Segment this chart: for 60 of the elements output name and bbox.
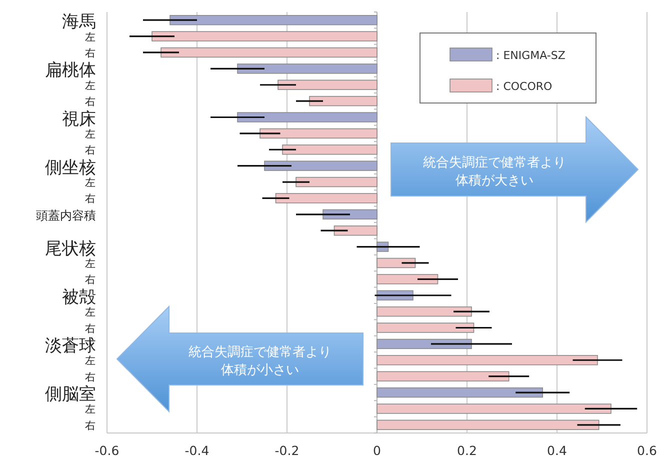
y-tick-label: 側脳室 xyxy=(45,384,96,405)
x-tick-label: -0.6 xyxy=(94,443,120,457)
bar xyxy=(278,80,378,90)
x-tick-label: -0.2 xyxy=(274,443,300,457)
legend-label: : ENIGMA-SZ xyxy=(496,49,566,62)
bar xyxy=(376,322,474,333)
bar xyxy=(376,371,510,382)
bar xyxy=(376,355,598,366)
bar xyxy=(309,96,378,106)
y-tick-label: 右 xyxy=(85,144,96,157)
bar xyxy=(334,226,378,236)
annotation: 統合失調症で健常者より体積が大きい xyxy=(423,156,566,188)
y-tick-label: 海馬 xyxy=(62,12,96,32)
bar xyxy=(376,258,416,268)
y-tick-label: 右 xyxy=(85,47,96,60)
x-tick-label: 0 xyxy=(373,443,382,457)
y-tick-label: 淡蒼球 xyxy=(45,336,96,356)
bar xyxy=(275,193,378,204)
bar xyxy=(376,274,438,284)
y-tick-label: 右 xyxy=(85,322,96,335)
y-tick-label: 左 xyxy=(85,306,96,319)
bar xyxy=(152,31,378,42)
x-tick-label: 0.6 xyxy=(637,443,657,457)
y-tick-label: 左 xyxy=(85,31,96,44)
y-tick-label: 被殻 xyxy=(62,287,96,308)
y-tick-label: 左 xyxy=(85,80,96,92)
y-tick-label: 扁桃体 xyxy=(45,60,96,81)
y-tick-label: 左 xyxy=(85,128,96,140)
y-tick-label: 頭蓋内容積 xyxy=(36,208,96,222)
y-tick-label: 右 xyxy=(85,193,96,206)
bar xyxy=(170,15,378,26)
legend-label: : COCORO xyxy=(496,80,553,93)
bar xyxy=(282,144,378,155)
y-tick-label: 視床 xyxy=(62,109,96,130)
bar xyxy=(376,387,543,398)
bar xyxy=(376,306,472,317)
bar xyxy=(376,338,472,350)
y-tick-label: 左 xyxy=(85,355,96,368)
bar xyxy=(260,128,378,139)
bar xyxy=(237,64,378,74)
annotation: 統合失調症で健常者より体積が小さい xyxy=(188,345,332,378)
bar xyxy=(264,160,378,171)
bar xyxy=(237,112,378,122)
bar xyxy=(376,404,612,414)
bar xyxy=(296,176,378,188)
y-tick-label: 右 xyxy=(85,96,96,108)
y-tick-label: 左 xyxy=(85,404,96,416)
y-tick-label: 右 xyxy=(85,371,96,384)
bar xyxy=(160,47,378,58)
y-tick-label: 右 xyxy=(85,274,96,286)
y-tick-label: 左 xyxy=(85,258,96,270)
x-tick-label: 0.4 xyxy=(547,443,567,457)
y-tick-label: 右 xyxy=(85,420,96,432)
y-tick-label: 左 xyxy=(85,177,96,190)
x-tick-label: 0.2 xyxy=(457,443,477,457)
bar xyxy=(376,420,600,430)
y-tick-label: 側坐核 xyxy=(45,158,96,178)
x-tick-label: -0.4 xyxy=(184,443,210,457)
y-tick-label: 尾状核 xyxy=(45,238,96,259)
bar xyxy=(322,209,378,220)
